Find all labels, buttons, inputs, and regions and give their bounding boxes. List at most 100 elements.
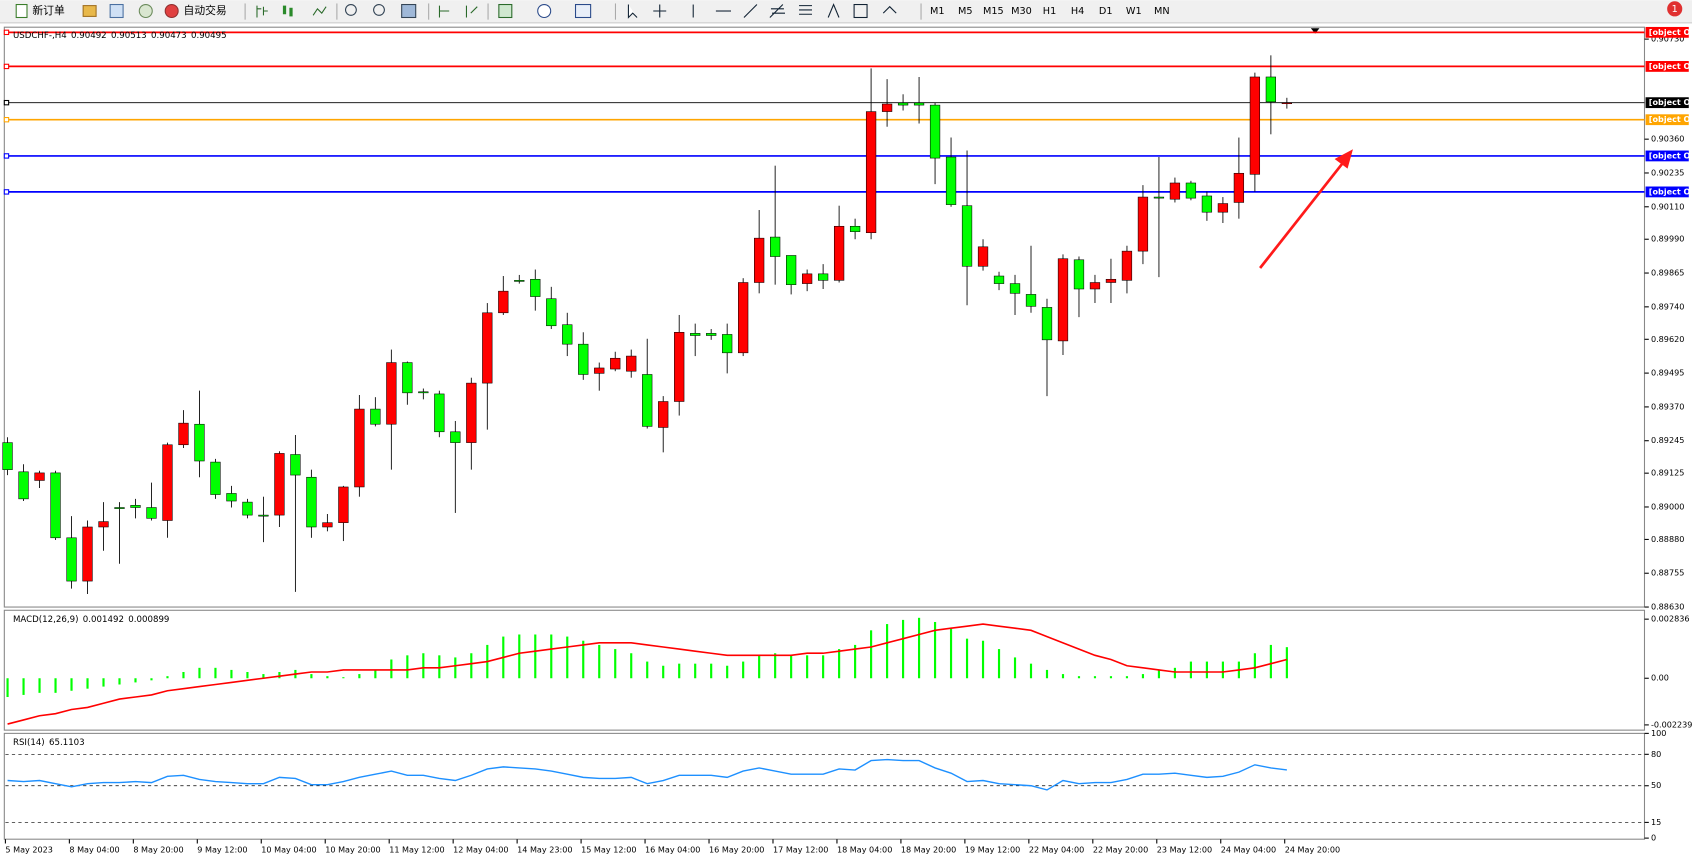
label-icon[interactable] [853,3,868,19]
candle-body [82,526,93,582]
macd-bar [1077,676,1081,679]
candle-body [865,111,877,234]
candle-body [1089,282,1101,290]
y-tick-label: 0.00 [1651,673,1669,683]
zoom-in-icon[interactable] [344,3,357,16]
bar-chart-icon[interactable] [256,5,268,18]
y-tick-label: 100 [1651,728,1666,738]
macd-bar [102,678,105,687]
timeframe-button[interactable]: W1 [1126,6,1142,17]
indicators-icon[interactable] [498,3,513,19]
icon[interactable] [82,5,97,17]
y-tick-label: 80 [1651,749,1661,759]
y-tick-label: 0.89990 [1651,234,1684,244]
cursor-icon[interactable] [627,4,638,19]
timeframe-button[interactable]: M30 [1011,6,1032,17]
candle-body [434,393,445,433]
candle-body [786,255,797,285]
x-tick-label: 18 May 20:00 [901,844,956,854]
timeframe-button[interactable]: M15 [983,6,1004,17]
candle-body [801,273,813,284]
y-tick-label: 0.90730 [1651,34,1684,44]
macd-bar [454,657,457,679]
price-line-anchor [3,153,10,159]
shift-icon[interactable] [465,5,478,18]
macd-bar [870,630,873,679]
macd-bar [310,674,313,679]
y-tick-label: 0.89620 [1651,334,1684,344]
timeframe-label: M30 [1011,6,1032,17]
auto-trading-button[interactable]: 自动交易 [164,3,227,19]
fibo-icon[interactable] [799,5,812,15]
annotation-arrow [1259,160,1346,269]
timeframe-button[interactable]: M1 [930,6,945,17]
macd-bar [374,669,377,679]
header-field: USDCHF-,H4 [13,30,67,40]
candle-body [849,225,861,232]
candle-icon[interactable] [289,7,293,17]
price-pane [3,26,1646,608]
zoom-out-icon[interactable] [373,3,385,16]
periods-icon[interactable] [537,3,552,19]
shift-marker [1310,28,1320,34]
timeframe-button[interactable]: H1 [1043,6,1056,17]
timeframe-button[interactable]: H4 [1071,6,1084,17]
price-line-anchor [3,116,10,123]
new-order-button[interactable]: 新订单 [15,3,65,19]
x-tick-label: 5 May 2023 [5,844,53,854]
pane-header: MACD(12,26,9) 0.001492 0.000899 [13,614,169,624]
channel-icon[interactable] [769,4,785,18]
candle-body [482,312,493,384]
scroll-icon[interactable] [438,5,450,18]
pane-header: USDCHF-,H4 0.90492 0.90513 0.90473 0.90495 [13,30,227,40]
macd-bar [1205,661,1208,679]
timeframe-button[interactable]: M5 [958,6,973,17]
macd-bar [38,678,41,693]
price-label: [object Object] [1649,97,1692,107]
candle-body [1249,76,1261,175]
candle-body [833,225,845,281]
macd-bar [838,649,841,679]
tile-icon[interactable] [401,3,417,19]
candle-icon[interactable] [282,5,287,15]
macd-bar [742,661,745,679]
arrows-icon[interactable] [882,5,897,14]
candle-body [594,367,605,374]
macd-bar [566,636,569,679]
candle-body [306,476,317,528]
macd-bar [822,655,825,679]
macd-bar [358,674,361,679]
macd-bar [678,663,681,679]
macd-bar [854,644,857,679]
x-tick-label: 22 May 20:00 [1093,844,1148,854]
x-tick-label: 19 May 12:00 [965,844,1020,854]
candle-body [466,382,477,443]
icon[interactable] [109,3,124,19]
rsi-line [7,758,1287,791]
macd-bar [1125,676,1129,679]
timeframe-button[interactable]: MN [1154,6,1170,17]
macd-pane [3,609,1646,731]
notification-badge[interactable] [1667,1,1683,17]
candle-body [450,431,461,443]
toolbar-bg [0,0,1692,23]
x-tick-label: 16 May 04:00 [645,844,700,854]
candle-body [370,408,381,425]
templates-icon[interactable] [574,3,592,19]
header-field: MACD(12,26,9) [13,614,79,624]
timeframe-button[interactable]: D1 [1099,6,1113,17]
macd-bar [214,667,217,679]
y-tick-label: 15 [1651,817,1661,827]
icon[interactable] [138,3,153,19]
crosshair-icon[interactable] [653,4,667,18]
macd-bar [182,671,185,679]
line-chart-icon[interactable] [312,6,327,16]
macd-bar [134,678,137,683]
y-tick-label: 0.89370 [1651,401,1684,411]
x-tick-label: 17 May 12:00 [773,844,828,854]
trendline-icon[interactable] [743,4,758,18]
x-tick-label: 8 May 20:00 [133,844,183,854]
y-tick-label: 0.002836 [1651,614,1690,624]
text-icon[interactable] [827,3,840,18]
